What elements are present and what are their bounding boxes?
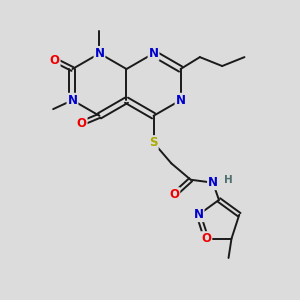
Text: S: S	[149, 136, 158, 149]
Text: O: O	[76, 117, 87, 130]
Text: O: O	[169, 188, 179, 201]
Text: H: H	[224, 175, 233, 185]
Text: O: O	[201, 232, 211, 245]
Text: N: N	[208, 176, 218, 189]
Text: N: N	[94, 47, 104, 60]
Text: O: O	[50, 54, 60, 67]
Text: N: N	[68, 94, 77, 107]
Text: N: N	[194, 208, 204, 221]
Text: N: N	[176, 94, 186, 107]
Text: N: N	[148, 47, 158, 60]
